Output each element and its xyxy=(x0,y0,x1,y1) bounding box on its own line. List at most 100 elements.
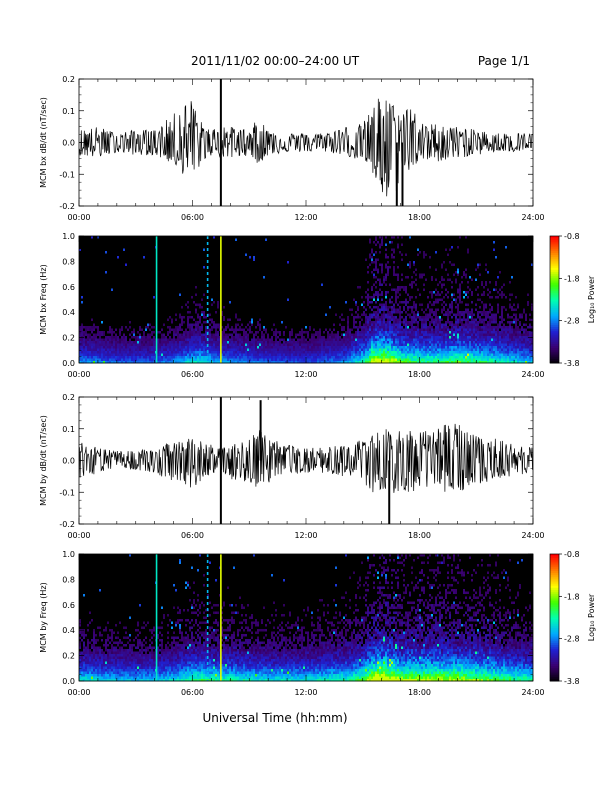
heatmap-cell xyxy=(499,353,501,356)
heatmap-cell xyxy=(385,303,387,306)
heatmap-cell xyxy=(109,659,111,662)
heatmap-cell xyxy=(477,341,479,344)
heatmap-cell xyxy=(203,248,205,251)
heatmap-cell xyxy=(505,341,507,344)
heatmap-cell xyxy=(309,346,311,349)
heatmap-cell xyxy=(119,671,121,674)
heatmap-cell xyxy=(317,341,319,344)
heatmap-cell xyxy=(123,651,125,654)
heatmap-cell xyxy=(381,321,383,324)
heatmap-cell xyxy=(317,346,319,349)
y-tick-label: 0.0 xyxy=(62,457,75,466)
heatmap-cell xyxy=(459,356,461,359)
heatmap-cell xyxy=(479,318,481,321)
heatmap-cell xyxy=(447,311,449,314)
heatmap-cell xyxy=(529,343,531,346)
heatmap-cell xyxy=(97,351,99,354)
heatmap-cell xyxy=(419,328,421,331)
heatmap-cell xyxy=(87,676,89,679)
heatmap-cell xyxy=(113,651,115,654)
heatmap-cell xyxy=(411,323,413,326)
heatmap-cell xyxy=(343,351,345,354)
heatmap-cell xyxy=(105,671,107,674)
heatmap-cell xyxy=(455,358,457,361)
heatmap-cell xyxy=(263,358,265,361)
heatmap-cell xyxy=(289,331,291,334)
heatmap-cell xyxy=(435,268,437,271)
heatmap-cell xyxy=(111,348,113,351)
heatmap-cell xyxy=(299,348,301,351)
heatmap-cell xyxy=(253,341,255,344)
heatmap-cell xyxy=(193,353,195,356)
heatmap-cell xyxy=(117,651,119,654)
heatmap-cell xyxy=(113,346,115,349)
heatmap-cell xyxy=(165,356,167,359)
heatmap-cell xyxy=(351,313,353,316)
heatmap-cell xyxy=(511,308,513,311)
heatmap-cell xyxy=(87,649,89,652)
heatmap-cell xyxy=(259,361,261,364)
heatmap-cell xyxy=(383,278,385,281)
heatmap-cell xyxy=(439,361,441,364)
heatmap-cell xyxy=(481,343,483,346)
heatmap-cell xyxy=(83,348,85,351)
heatmap-cell xyxy=(223,318,225,321)
heatmap-cell xyxy=(353,358,355,361)
heatmap-cell xyxy=(483,308,485,311)
heatmap-cell xyxy=(81,679,83,682)
heatmap-cell xyxy=(113,649,115,652)
heatmap-cell xyxy=(345,336,347,339)
heatmap-cell xyxy=(125,361,127,364)
heatmap-cell xyxy=(523,331,525,334)
heatmap-cell xyxy=(87,671,89,674)
heatmap-cell xyxy=(89,326,91,329)
heatmap-cell xyxy=(289,353,291,356)
heatmap-cell xyxy=(497,326,499,329)
heatmap-cell xyxy=(403,338,405,341)
heatmap-cell xyxy=(115,341,117,344)
heatmap-cell xyxy=(95,358,97,361)
heatmap-cell xyxy=(479,341,481,344)
heatmap-cell xyxy=(79,248,81,251)
heatmap-cell xyxy=(315,358,317,361)
heatmap-cell xyxy=(263,338,265,341)
heatmap-cell xyxy=(385,301,387,304)
heatmap-cell xyxy=(277,356,279,359)
heatmap-cell xyxy=(207,358,209,361)
heatmap-cell xyxy=(101,661,103,664)
heatmap-cell xyxy=(501,356,503,359)
heatmap-cell xyxy=(495,338,497,341)
heatmap-cell xyxy=(129,346,131,349)
heatmap-cell xyxy=(531,358,533,361)
heatmap-cell xyxy=(99,646,101,649)
heatmap-cell xyxy=(393,343,395,346)
heatmap-cell xyxy=(111,361,113,364)
heatmap-cell xyxy=(93,664,95,667)
heatmap-cell xyxy=(401,346,403,349)
heatmap-cell xyxy=(133,348,135,351)
heatmap-cell xyxy=(379,326,381,329)
heatmap-cell xyxy=(379,341,381,344)
heatmap-cell xyxy=(429,326,431,329)
heatmap-cell xyxy=(367,296,369,299)
heatmap-cell xyxy=(367,326,369,329)
heatmap-cell xyxy=(107,679,109,682)
heatmap-cell xyxy=(419,336,421,339)
heatmap-cell xyxy=(99,656,101,659)
heatmap-cell xyxy=(223,306,225,309)
heatmap-cell xyxy=(193,333,195,336)
heatmap-cell xyxy=(261,356,263,359)
heatmap-cell xyxy=(407,341,409,344)
heatmap-cell xyxy=(315,341,317,344)
heatmap-cell xyxy=(251,358,253,361)
heatmap-cell xyxy=(345,353,347,356)
heatmap-cell xyxy=(523,351,525,354)
heatmap-cell xyxy=(483,356,485,359)
heatmap-cell xyxy=(481,338,483,341)
heatmap-cell xyxy=(395,293,397,296)
heatmap-cell xyxy=(93,669,95,672)
heatmap-cell xyxy=(511,338,513,341)
heatmap-cell xyxy=(119,353,121,356)
heatmap-cell xyxy=(491,346,493,349)
heatmap-cell xyxy=(425,318,427,321)
